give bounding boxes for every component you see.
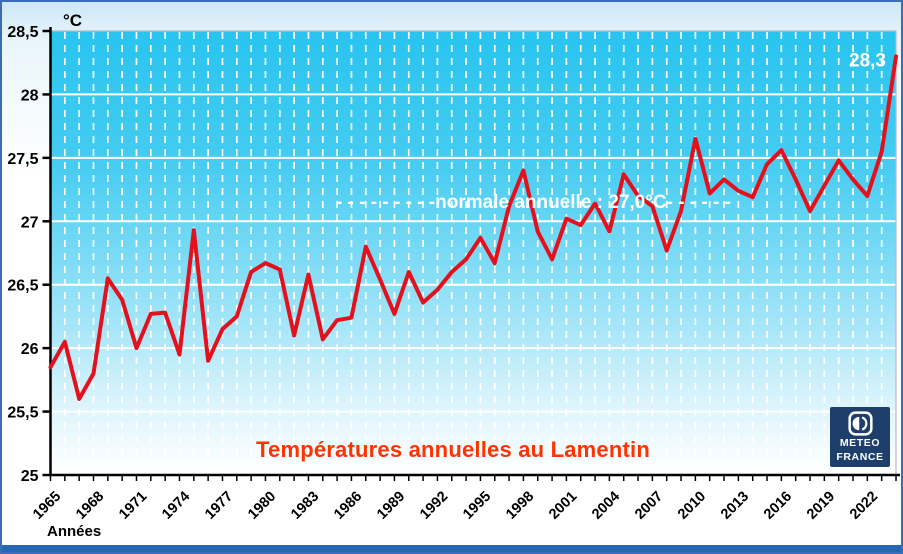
y-tick-label: 28 — [21, 87, 39, 104]
meteo-france-logo-text-2: FRANCE — [836, 450, 884, 463]
x-axis-title: Années — [47, 523, 102, 540]
meteo-france-logo-icon — [847, 411, 873, 437]
last-value-label: 28,3 — [849, 50, 886, 71]
x-tick-label: 1974 — [159, 489, 193, 523]
x-tick-label: 1971 — [116, 489, 150, 523]
x-tick-label: 2004 — [589, 489, 623, 523]
normal-annual-annotation: - - - - - - - - -normale annuelle : 27,0… — [336, 192, 731, 213]
x-tick-label: 1983 — [288, 489, 322, 523]
y-tick-label: 27 — [21, 214, 39, 231]
y-tick-label: 28,5 — [7, 24, 38, 41]
y-tick-label: 26,5 — [7, 278, 38, 295]
x-tick-label: 2001 — [546, 489, 580, 523]
x-tick-label: 1989 — [374, 489, 408, 523]
x-tick-label: 1980 — [245, 489, 279, 523]
x-tick-label: 2010 — [675, 489, 709, 523]
x-tick-label: 2022 — [847, 489, 881, 523]
y-tick-label: 26 — [21, 341, 39, 358]
x-tick-label: 1965 — [30, 489, 64, 523]
x-tick-label: 2007 — [632, 489, 666, 523]
y-tick-label: 25 — [21, 468, 39, 485]
x-tick-label: 1992 — [417, 489, 451, 523]
plot-background — [50, 31, 896, 475]
x-tick-label: 1995 — [460, 489, 494, 523]
y-tick-label: 27,5 — [7, 151, 38, 168]
x-tick-label: 1977 — [202, 489, 236, 523]
chart-title: Températures annuelles au Lamentin — [256, 437, 650, 462]
x-tick-label: 1986 — [331, 489, 365, 523]
x-tick-label: 1998 — [503, 489, 537, 523]
bottom-accent-bar — [2, 545, 901, 552]
x-tick-label: 2013 — [718, 489, 752, 523]
temperature-line — [48, 54, 898, 401]
y-axis-unit-label: °C — [63, 11, 82, 30]
x-tick-label: 2016 — [761, 489, 795, 523]
y-tick-label: 25,5 — [7, 405, 38, 422]
x-tick-label: 1968 — [73, 489, 107, 523]
meteo-france-logo-text-1: METEO — [839, 437, 881, 450]
x-tick-label: 2019 — [804, 489, 838, 523]
meteo-france-logo: METEO FRANCE — [830, 407, 890, 467]
